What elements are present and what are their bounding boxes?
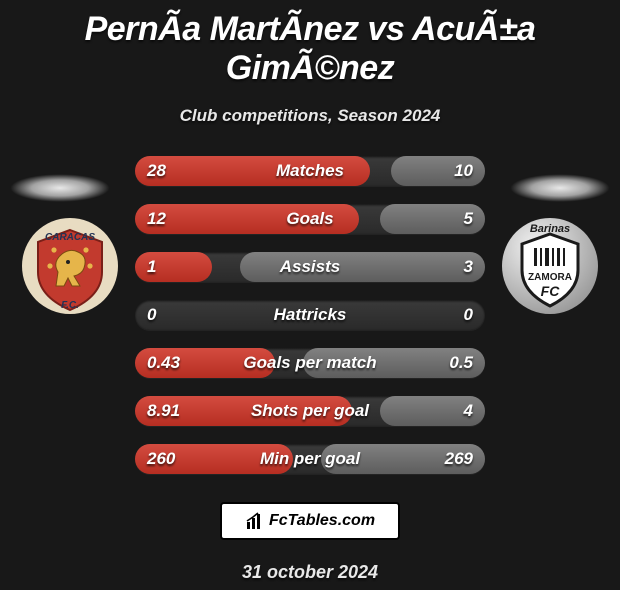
badge-shadow-right (510, 174, 610, 202)
stat-label: Hattricks (135, 300, 485, 330)
stat-row: 260269Min per goal (135, 444, 485, 474)
stat-label: Goals per match (135, 348, 485, 378)
badge-left-top-text: CARACAS (45, 232, 95, 243)
badge-right-top-text: Barinas (530, 223, 570, 235)
club-badge-left: CARACAS F.C. (20, 216, 120, 316)
footer-brand-text: FcTables.com (269, 512, 375, 530)
badge-shadow-left (10, 174, 110, 202)
badge-right-mid-text: ZAMORA (528, 272, 572, 283)
stat-label: Goals (135, 204, 485, 234)
stat-row: 13Assists (135, 252, 485, 282)
badge-left-bottom-text: F.C. (61, 300, 79, 311)
stat-label: Shots per goal (135, 396, 485, 426)
page-title: PernÃ­a MartÃ­nez vs AcuÃ±a GimÃ©nez (0, 10, 620, 88)
club-badge-right: Barinas ZAMORA FC (500, 216, 600, 316)
stat-label: Min per goal (135, 444, 485, 474)
stat-row: 125Goals (135, 204, 485, 234)
stat-label: Matches (135, 156, 485, 186)
footer-brand-badge: FcTables.com (220, 502, 400, 540)
stat-row: 8.914Shots per goal (135, 396, 485, 426)
chart-icon (245, 511, 265, 531)
stat-row: 2810Matches (135, 156, 485, 186)
stat-bars: 2810Matches 125Goals 13Assists 00Hattricks 0… (135, 156, 485, 474)
badge-right-bottom-text: FC (541, 283, 561, 299)
stat-label: Assists (135, 252, 485, 282)
stat-row: 00Hattricks (135, 300, 485, 330)
stat-row: 0.430.5Goals per match (135, 348, 485, 378)
page-subtitle: Club competitions, Season 2024 (0, 106, 620, 126)
comparison-content: CARACAS F.C. Barinas (0, 156, 620, 474)
